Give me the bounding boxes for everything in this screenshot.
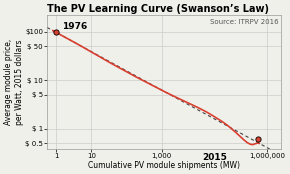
Y-axis label: Average module price,
per Watt, 2015 dollars: Average module price, per Watt, 2015 dol… [4,39,23,125]
X-axis label: Cumulative PV module shipments (MW): Cumulative PV module shipments (MW) [88,161,240,170]
Text: The PV Learning Curve (Swanson’s Law): The PV Learning Curve (Swanson’s Law) [47,4,269,14]
Text: 2015: 2015 [203,153,228,162]
Text: Source: ITRPV 2016: Source: ITRPV 2016 [210,19,279,25]
Text: 1976: 1976 [62,22,87,31]
